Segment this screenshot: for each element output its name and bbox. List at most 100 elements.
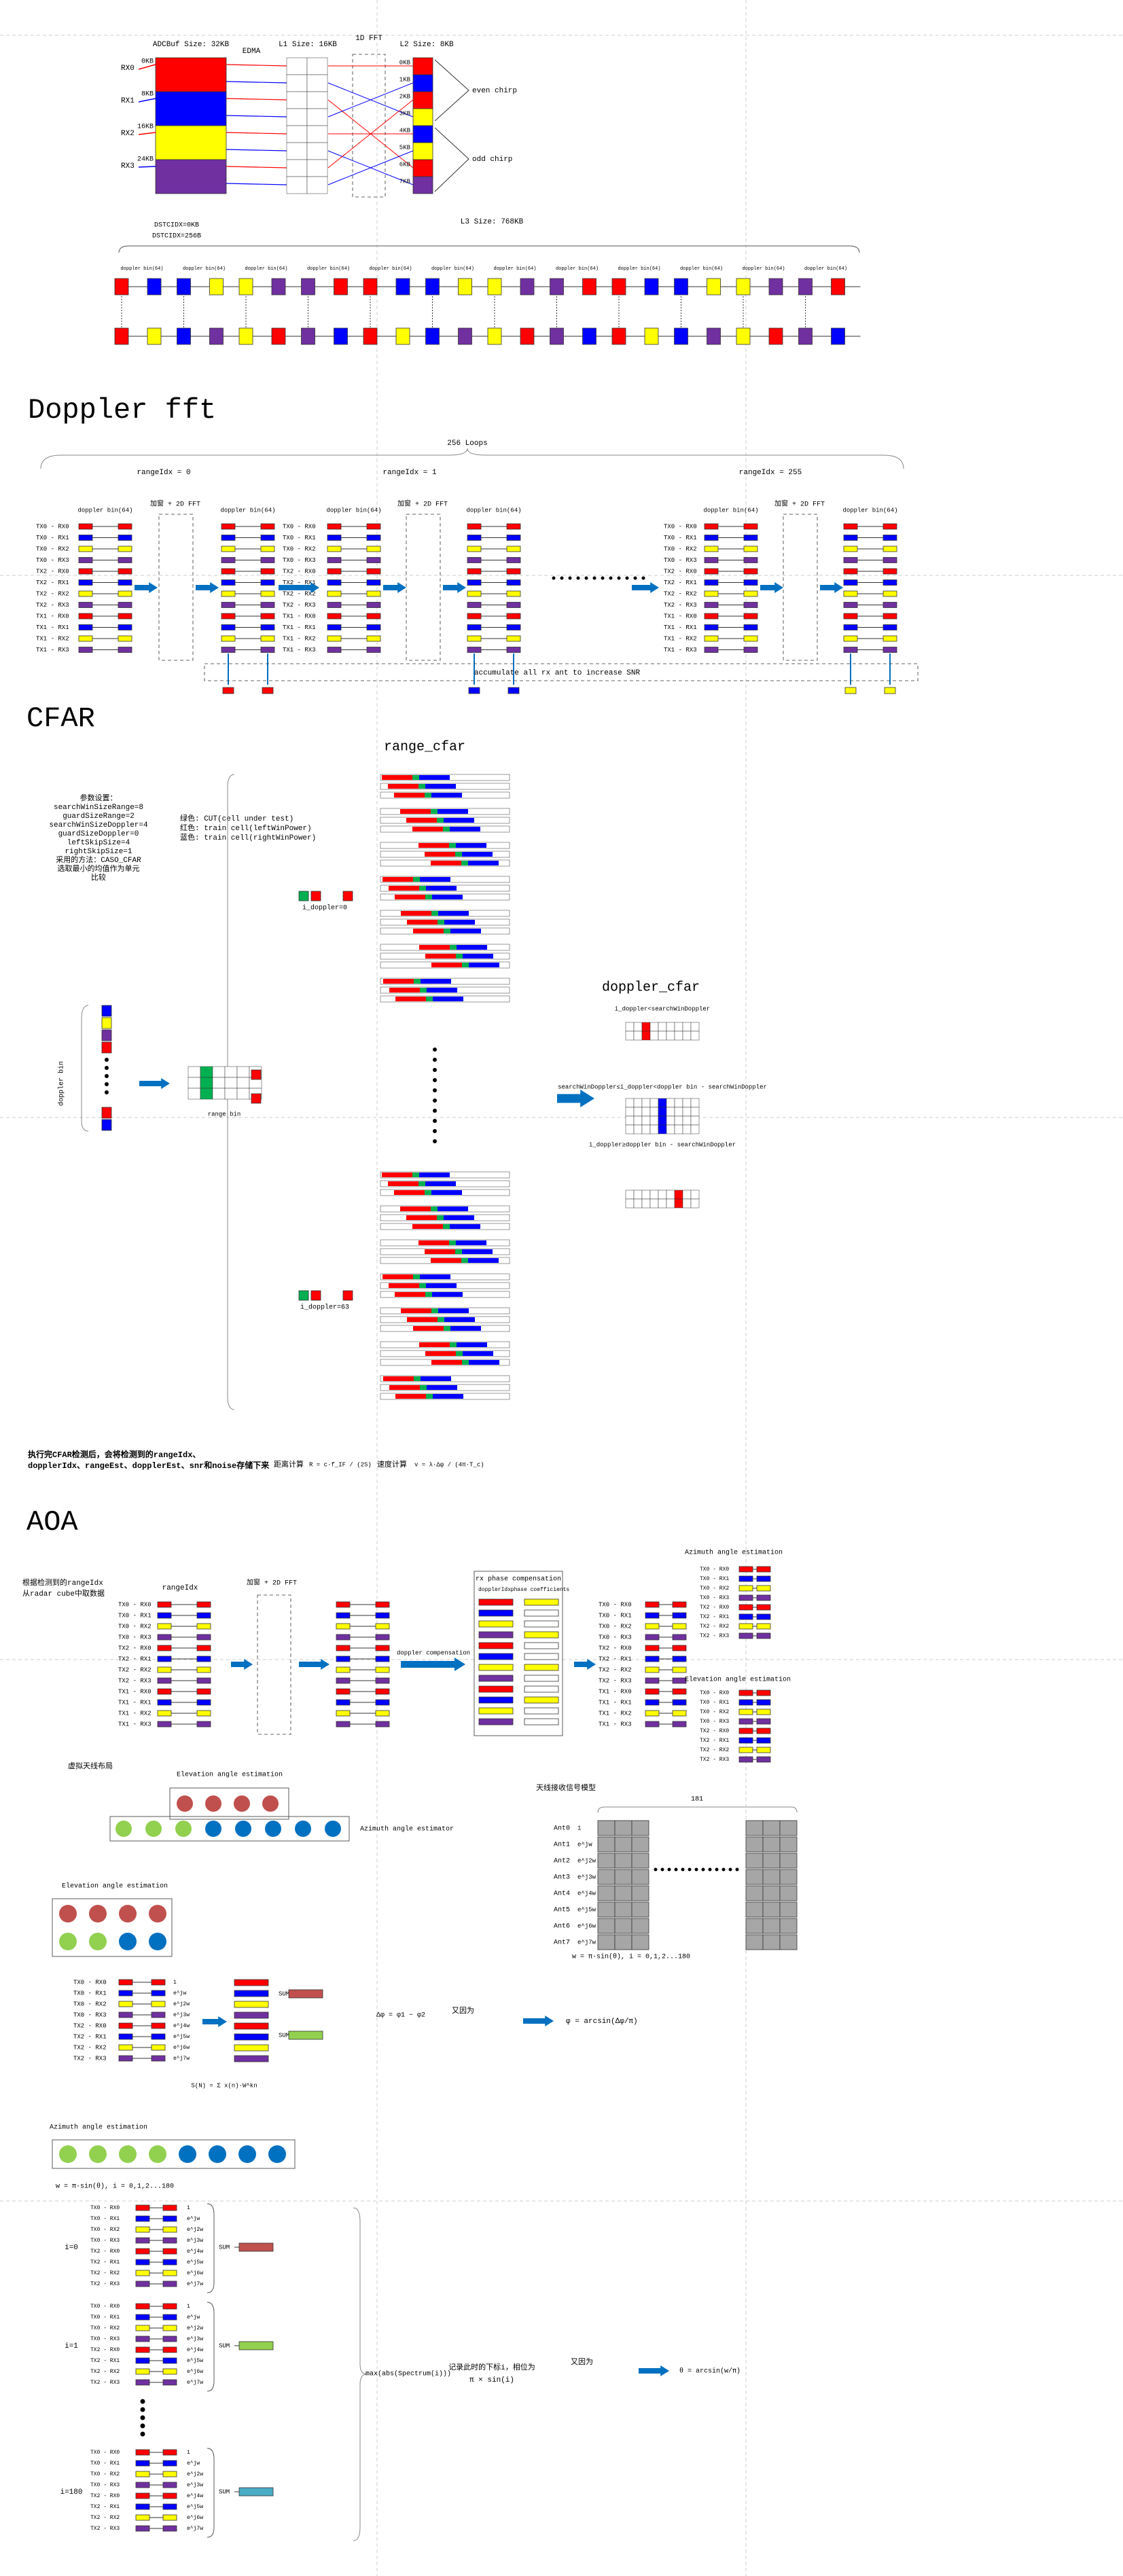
row-label: TX0 - RX1 (90, 2461, 120, 2467)
data-bar (375, 1721, 390, 1728)
row-label: TX0 - RX1 (700, 1576, 729, 1582)
param: searchWinSizeDoppler=4 (49, 821, 148, 829)
data-bar (704, 557, 719, 563)
l2-block (412, 142, 433, 160)
row-label: TX1 - RX2 (599, 1710, 632, 1717)
antenna (149, 2145, 166, 2163)
label: e^j3w (187, 2482, 203, 2488)
train-right (420, 1274, 450, 1279)
l3-block (177, 278, 191, 296)
data-bar (883, 557, 897, 563)
data-bar (843, 624, 858, 630)
data-bar (843, 579, 858, 586)
param: 参数设置： (80, 793, 118, 803)
data-bar (704, 635, 719, 642)
dot (140, 2399, 145, 2404)
grid-cell (690, 1115, 700, 1126)
title: L2 Size: 8KB (399, 41, 454, 49)
data-bar (743, 545, 758, 552)
row-label: TX2 - RX3 (664, 602, 697, 609)
data-bar (843, 647, 858, 653)
rx-label: RX0 (121, 65, 135, 73)
l2-block (412, 91, 433, 109)
label: SUM (219, 2244, 230, 2251)
l3-block (768, 278, 783, 296)
data-bar (366, 635, 381, 642)
data-bar (260, 568, 275, 575)
data-bar (327, 523, 342, 530)
data-bar (743, 635, 758, 642)
cut-cell (419, 1283, 426, 1288)
formula: θ = arcsin(w/π) (679, 2367, 741, 2376)
data-bar (743, 602, 758, 608)
matrix-cell (614, 1901, 632, 1918)
row-label: TX2 - RX2 (283, 590, 316, 597)
matrix-cell (779, 1869, 798, 1885)
dot (105, 1074, 109, 1078)
matrix-cell (745, 1934, 764, 1950)
row-label: TX2 - RX0 (118, 1645, 151, 1651)
row-label: TX2 - RX3 (90, 2526, 120, 2532)
train-left (401, 1308, 431, 1313)
grid-cell (649, 1107, 659, 1117)
section-heading: CFAR (26, 702, 95, 735)
grid-cell (633, 1115, 643, 1126)
label: e^j5w (187, 2504, 203, 2510)
label: 从radar cube中取数据 (22, 1588, 105, 1598)
l3-block (674, 327, 688, 345)
data-bar (234, 2033, 269, 2041)
antenna (177, 1795, 193, 1812)
grid-cell (236, 1088, 250, 1100)
l3-block (736, 278, 751, 296)
train-left (431, 1258, 461, 1263)
data-bar (221, 635, 236, 642)
matrix-cell (779, 1836, 798, 1853)
cut-cell (461, 1258, 468, 1263)
row-label: TX2 - RX1 (700, 1614, 729, 1620)
data-bar (738, 1604, 753, 1611)
data-bar (738, 1566, 753, 1573)
data-bar (756, 1575, 771, 1582)
row-label: TX0 - RX2 (36, 545, 69, 552)
train-left (389, 1385, 420, 1390)
label: e^j2w (173, 2001, 190, 2007)
data-bar (157, 1656, 172, 1662)
data-bar (743, 624, 758, 630)
row-label: TX0 - RX2 (700, 1709, 729, 1715)
train-right (433, 997, 463, 1001)
data-bar (738, 1756, 753, 1763)
data-bar (135, 2325, 150, 2331)
label: 虚拟天线布局 (68, 1761, 113, 1771)
connector (226, 64, 287, 67)
label: 0KB (141, 58, 154, 66)
data-bar (366, 557, 381, 563)
connector (327, 82, 414, 118)
row-label: TX0 - RX3 (118, 1634, 151, 1641)
brace (81, 1005, 89, 1132)
dot (681, 1867, 685, 1872)
coef-bar (524, 1631, 559, 1639)
row-label: TX0 - RX1 (36, 535, 69, 541)
cut-cell (431, 1206, 438, 1211)
l3-label: doppler bin(64) (804, 266, 847, 272)
data-bar (221, 535, 236, 541)
grid-cell (666, 1124, 675, 1134)
data-bar (467, 579, 482, 586)
row-label: TX1 - RX3 (118, 1721, 151, 1728)
antenna (238, 2145, 256, 2163)
data-bar (221, 557, 236, 563)
cut-cell (419, 886, 426, 891)
grid-cell (649, 1022, 659, 1032)
row-label: TX2 - RX1 (36, 579, 69, 586)
row-label: TX0 - RX0 (700, 1690, 729, 1696)
row-label: TX0 - RX3 (599, 1634, 632, 1641)
row-label: TX0 - RX0 (36, 523, 69, 530)
sum-box (238, 2487, 274, 2497)
flow-arrow (279, 582, 319, 593)
cut-cell (425, 1292, 432, 1297)
output-bar (262, 687, 274, 694)
grid-cell (306, 74, 328, 92)
param: leftSkipSize=4 (67, 839, 130, 847)
data-bar (743, 557, 758, 563)
l3-label: doppler bin(64) (742, 266, 785, 272)
